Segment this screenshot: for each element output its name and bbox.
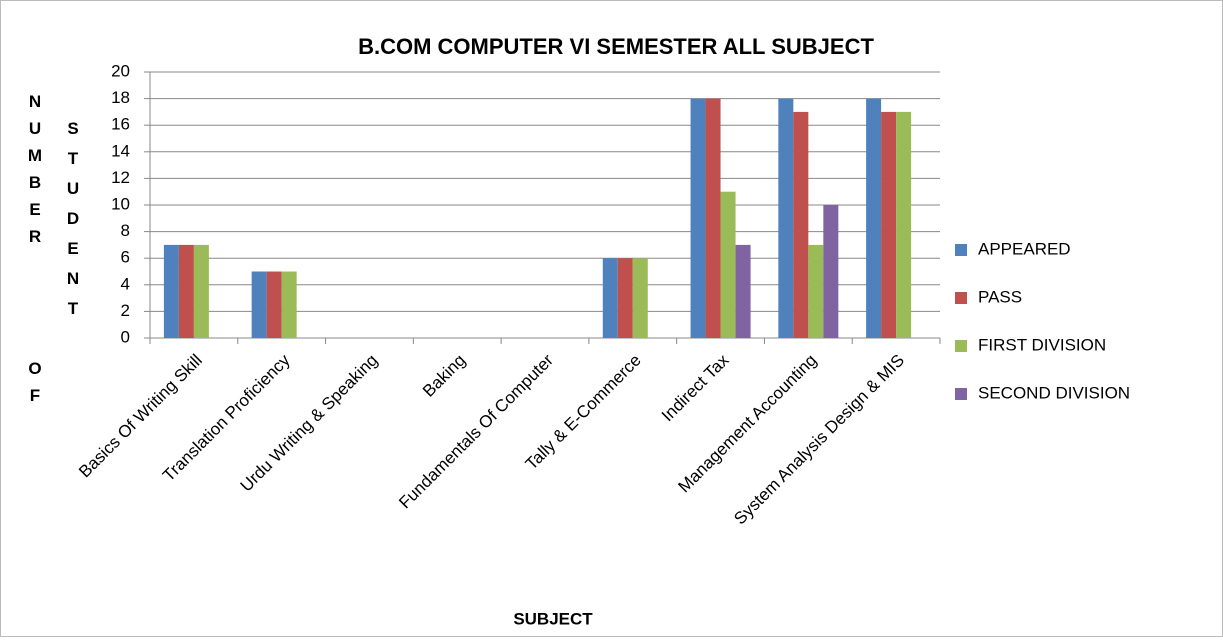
legend-swatch — [955, 388, 967, 400]
y-tick-label: 12 — [111, 168, 130, 187]
legend-label: FIRST DIVISION — [978, 335, 1106, 354]
legend-label: APPEARED — [978, 239, 1071, 258]
bar — [866, 98, 882, 338]
y-tick-label: 20 — [111, 61, 130, 80]
bar — [720, 191, 736, 338]
bar — [266, 271, 282, 338]
bar — [163, 244, 179, 338]
y-tick-label: 2 — [121, 301, 130, 320]
chart-title: B.COM COMPUTER VI SEMESTER ALL SUBJECT — [358, 34, 874, 59]
bar — [193, 244, 209, 338]
bar — [778, 98, 794, 338]
y-tick-label: 18 — [111, 88, 130, 107]
bar — [705, 98, 721, 338]
bar — [632, 258, 648, 338]
legend-swatch — [955, 244, 967, 256]
legend-label: SECOND DIVISION — [978, 383, 1130, 402]
y-tick-label: 16 — [111, 115, 130, 134]
bar — [178, 244, 194, 338]
bar — [808, 244, 824, 338]
bar — [690, 98, 706, 338]
y-tick-label: 14 — [111, 141, 130, 160]
bar — [896, 111, 912, 339]
y-tick-label: 8 — [121, 221, 130, 240]
bar — [281, 271, 297, 338]
legend-swatch — [955, 292, 967, 304]
x-axis-label: SUBJECT — [513, 609, 593, 628]
legend-swatch — [955, 340, 967, 352]
bar — [793, 111, 809, 339]
bar — [735, 244, 751, 338]
bar — [251, 271, 267, 338]
y-tick-label: 6 — [121, 248, 130, 267]
bar — [823, 205, 839, 338]
y-tick-label: 10 — [111, 194, 130, 213]
bar — [617, 258, 633, 338]
y-tick-label: 4 — [121, 274, 130, 293]
legend-label: PASS — [978, 287, 1022, 306]
bar — [881, 111, 897, 339]
y-tick-label: 0 — [121, 327, 130, 346]
bar — [602, 258, 618, 338]
